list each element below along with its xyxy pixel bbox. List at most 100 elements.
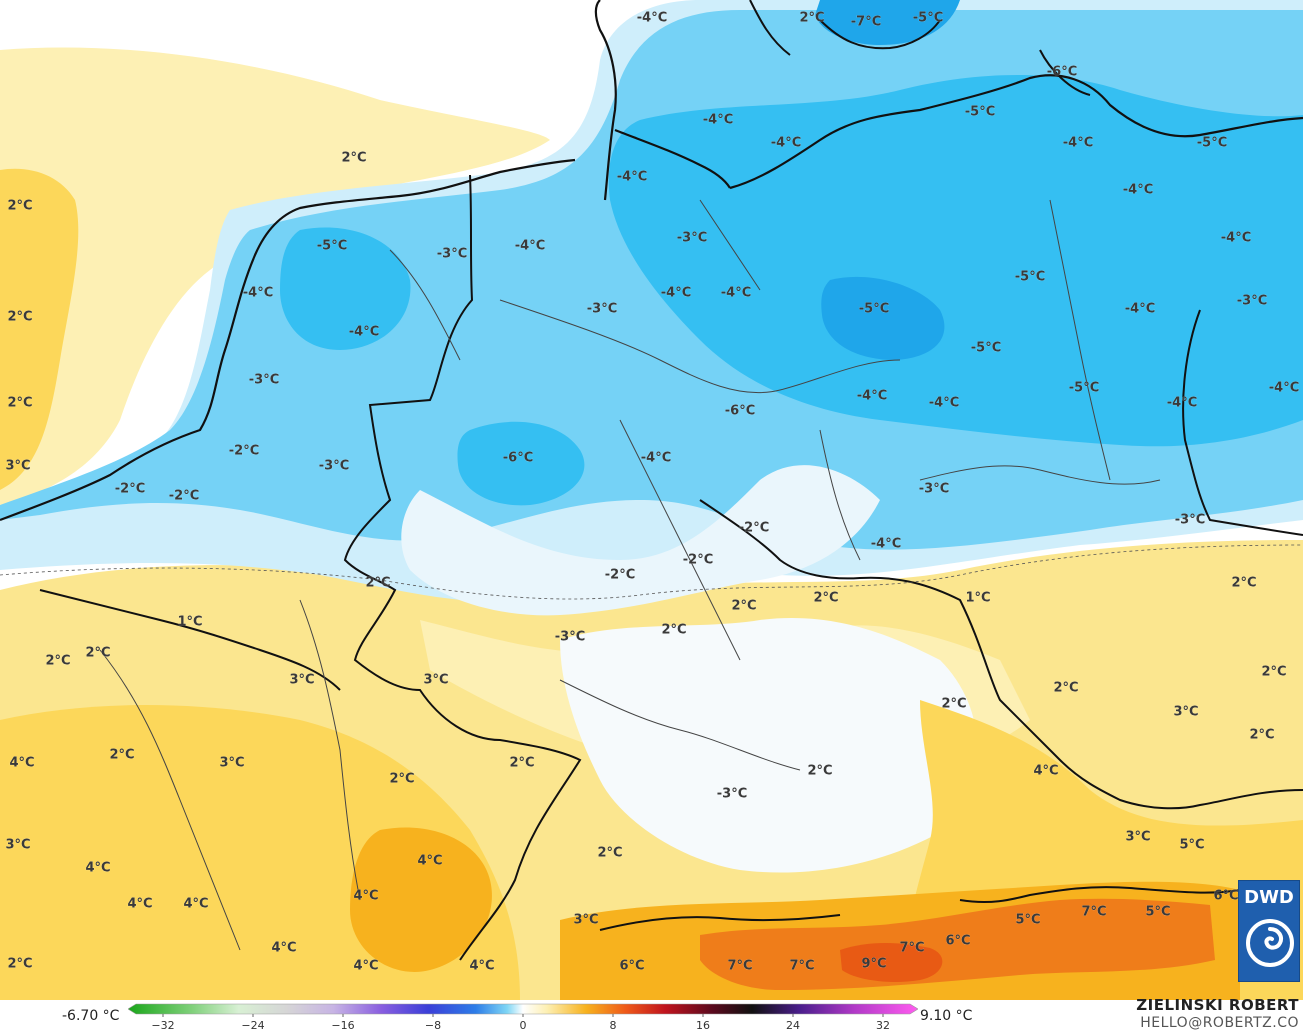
temperature-label: 3°C	[1173, 705, 1198, 720]
temperature-label: -4°C	[349, 325, 379, 340]
dwd-swirl-icon	[1246, 919, 1294, 967]
temperature-label: 3°C	[573, 913, 598, 928]
north-sea-coast	[0, 158, 576, 522]
temperature-label: -2°C	[169, 489, 199, 504]
cold-field-strong	[608, 75, 1303, 447]
baltic-coast	[729, 74, 1303, 190]
dwd-logo-text: DWD	[1244, 887, 1294, 908]
temperature-label: -5°C	[1197, 136, 1227, 151]
temperature-label: -4°C	[1269, 381, 1299, 396]
temperature-label: 2°C	[813, 591, 838, 606]
scale-ticks: −32 −24 −16 −8 0 8 16 24 32	[151, 1014, 890, 1032]
regional-borders	[99, 199, 1161, 951]
temperature-map: -4°C 2°C -7°C -5°C -6°C -4°C -5°C -4°C -5°C -4°C 2…	[0, 0, 1303, 1000]
temperature-label: 4°C	[469, 959, 494, 974]
temperature-label: -3°C	[437, 247, 467, 262]
scale-tick-label: 8	[610, 1019, 617, 1032]
temperature-label: 2°C	[7, 199, 32, 214]
cold-pocket-west	[280, 227, 411, 350]
temperature-label: 2°C	[45, 654, 70, 669]
temperature-label: -5°C	[859, 302, 889, 317]
temperature-label: -6°C	[725, 404, 755, 419]
author-credit: ZIELINSKI ROBERT	[1136, 996, 1299, 1014]
temperature-label: -6°C	[1047, 65, 1077, 80]
island-coasts	[749, 0, 1091, 96]
temperature-label: -4°C	[929, 396, 959, 411]
temperature-label: 5°C	[1145, 905, 1170, 920]
temperature-label: -4°C	[857, 389, 887, 404]
temperature-label: -3°C	[587, 302, 617, 317]
temperature-label: 4°C	[127, 897, 152, 912]
temperature-label: 2°C	[807, 764, 832, 779]
neutral-field-south	[560, 618, 978, 873]
temperature-label: -4°C	[617, 170, 647, 185]
temperature-label: 3°C	[289, 673, 314, 688]
temperature-label: 4°C	[1033, 764, 1058, 779]
temperature-label: 2°C	[389, 772, 414, 787]
legend-min-label: -6.70 °C	[62, 1008, 120, 1024]
temperature-label: 6°C	[945, 934, 970, 949]
temperature-labels: -4°C 2°C -7°C -5°C -6°C -4°C -5°C -4°C -5°C -4°C 2…	[5, 10, 1299, 974]
temperature-label: 6°C	[1213, 889, 1238, 904]
temperature-label: -4°C	[1123, 183, 1153, 198]
temperature-label: -3°C	[919, 482, 949, 497]
temperature-label: 2°C	[799, 11, 824, 26]
britain-land	[0, 47, 550, 505]
temperature-label: 6°C	[619, 959, 644, 974]
temperature-label: 2°C	[365, 576, 390, 591]
temperature-label: -2°C	[229, 444, 259, 459]
temperature-label: -4°C	[771, 136, 801, 151]
temperature-label: -7°C	[851, 15, 881, 30]
temperature-label: -3°C	[717, 787, 747, 802]
legend-footer: -6.70 °C	[0, 996, 1303, 1035]
temperature-label: -5°C	[913, 11, 943, 26]
temperature-label: -5°C	[317, 239, 347, 254]
scale-tick-label: −24	[241, 1019, 264, 1032]
temperature-label: 2°C	[341, 151, 366, 166]
scale-tick-label: −8	[425, 1019, 441, 1032]
temperature-label: 1°C	[965, 591, 990, 606]
temperature-label: -6°C	[503, 451, 533, 466]
temperature-label: 3°C	[5, 459, 30, 474]
temperature-label: -3°C	[677, 231, 707, 246]
temperature-label: 2°C	[597, 846, 622, 861]
temperature-label: 3°C	[219, 756, 244, 771]
temperature-label: 2°C	[1249, 728, 1274, 743]
temperature-label: 5°C	[1015, 913, 1040, 928]
temperature-label: 2°C	[1053, 681, 1078, 696]
temperature-label: -4°C	[243, 286, 273, 301]
temperature-label: 4°C	[353, 889, 378, 904]
legend-max-label: 9.10 °C	[920, 1008, 973, 1024]
temperature-label: -5°C	[1069, 381, 1099, 396]
temperature-label: -4°C	[641, 451, 671, 466]
temperature-label: 2°C	[661, 623, 686, 638]
temperature-label: -4°C	[871, 537, 901, 552]
temperature-label: 4°C	[9, 756, 34, 771]
scale-tick-label: 24	[786, 1019, 800, 1032]
temperature-label: 2°C	[509, 756, 534, 771]
temperature-label: -5°C	[965, 105, 995, 120]
temperature-label: -4°C	[721, 286, 751, 301]
temperature-label: 2°C	[7, 310, 32, 325]
temperature-label: -2°C	[605, 568, 635, 583]
temperature-label: -2°C	[115, 482, 145, 497]
temperature-label: -3°C	[1175, 513, 1205, 528]
temperature-label: 2°C	[109, 748, 134, 763]
cold-pocket-center	[457, 421, 585, 506]
danish-coast	[594, 0, 731, 201]
temperature-label: -3°C	[1237, 294, 1267, 309]
frost-isoline	[0, 544, 1303, 600]
cold-pocket-baltic	[815, 0, 960, 45]
temperature-label: 2°C	[731, 599, 756, 614]
temperature-label: -4°C	[515, 239, 545, 254]
scale-tick-label: 16	[696, 1019, 710, 1032]
temperature-label: 7°C	[899, 941, 924, 956]
scale-tick-label: 0	[520, 1019, 527, 1032]
contact-credit: HELLO@ROBERTZ.CO	[1140, 1015, 1299, 1031]
temperature-label: -3°C	[555, 630, 585, 645]
scale-tick-label: 32	[876, 1019, 890, 1032]
temperature-label: 4°C	[183, 897, 208, 912]
britain-warm	[0, 168, 79, 490]
temperature-label: 5°C	[1179, 838, 1204, 853]
cold-pocket-east	[821, 276, 945, 360]
